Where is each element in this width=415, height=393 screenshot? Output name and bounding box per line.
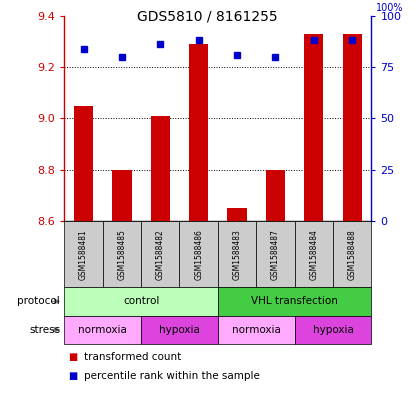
Text: percentile rank within the sample: percentile rank within the sample <box>84 371 260 382</box>
Bar <box>227 208 247 221</box>
Text: hypoxia: hypoxia <box>312 325 354 335</box>
Bar <box>304 34 323 221</box>
Bar <box>112 170 132 221</box>
Text: hypoxia: hypoxia <box>159 325 200 335</box>
Text: transformed count: transformed count <box>84 351 181 362</box>
Text: GSM1588481: GSM1588481 <box>79 229 88 280</box>
Text: normoxia: normoxia <box>232 325 281 335</box>
Bar <box>266 170 285 221</box>
Text: ■: ■ <box>68 371 78 382</box>
Text: GSM1588484: GSM1588484 <box>309 229 318 280</box>
Text: GSM1588487: GSM1588487 <box>271 229 280 280</box>
Text: GSM1588485: GSM1588485 <box>117 229 127 280</box>
Text: VHL transfection: VHL transfection <box>251 296 338 307</box>
Text: normoxia: normoxia <box>78 325 127 335</box>
Text: GDS5810 / 8161255: GDS5810 / 8161255 <box>137 10 278 24</box>
Text: GSM1588486: GSM1588486 <box>194 229 203 280</box>
Text: ■: ■ <box>68 351 78 362</box>
Bar <box>74 106 93 221</box>
Text: control: control <box>123 296 159 307</box>
Text: GSM1588488: GSM1588488 <box>348 229 357 280</box>
Bar <box>189 44 208 221</box>
Text: stress: stress <box>29 325 60 335</box>
Text: 100%: 100% <box>376 3 403 13</box>
Bar <box>343 34 362 221</box>
Bar <box>151 116 170 221</box>
Text: protocol: protocol <box>17 296 60 307</box>
Text: GSM1588483: GSM1588483 <box>232 229 242 280</box>
Text: GSM1588482: GSM1588482 <box>156 229 165 280</box>
